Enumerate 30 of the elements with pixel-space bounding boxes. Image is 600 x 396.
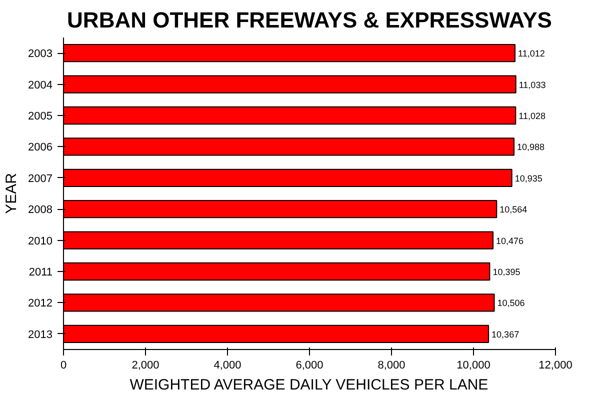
y-tick-label: 2010 — [28, 235, 53, 248]
x-axis-title: WEIGHTED AVERAGE DAILY VEHICLES PER LANE — [130, 376, 488, 394]
data-label: 10,935 — [514, 173, 542, 184]
y-tick-label: 2006 — [28, 142, 53, 154]
y-tick-label: 2007 — [28, 172, 53, 185]
y-tick-label: 2011 — [28, 266, 52, 278]
y-tick-label: 2005 — [28, 110, 53, 122]
data-label: 10,367 — [492, 329, 520, 340]
y-tick-label: 2012 — [28, 298, 53, 310]
x-tick-label: 10,000 — [456, 360, 490, 372]
x-tick-label: 8,000 — [378, 360, 406, 372]
data-label: 11,033 — [518, 80, 546, 90]
x-tick-label: 2,000 — [132, 360, 160, 372]
x-tick-label: 4,000 — [214, 360, 242, 372]
y-tick-label: 2008 — [28, 204, 53, 216]
x-tick-label: 0 — [60, 360, 67, 372]
y-tick-label: 2003 — [28, 48, 53, 60]
y-tick-label: 2013 — [28, 328, 53, 341]
data-label: 11,012 — [518, 48, 545, 59]
x-tick-label: 12,000 — [538, 360, 572, 372]
data-label: 10,395 — [492, 267, 520, 277]
x-tick-label: 6,000 — [296, 360, 324, 372]
data-label: 10,506 — [497, 298, 525, 308]
y-axis-title: YEAR — [3, 172, 20, 214]
data-label: 10,564 — [500, 204, 528, 215]
data-label: 11,028 — [518, 111, 546, 121]
data-label: 10,476 — [496, 236, 524, 246]
y-tick-label: 2004 — [28, 79, 53, 92]
data-label: 10,988 — [517, 142, 545, 152]
chart-title: URBAN OTHER FREEWAYS & EXPRESSWAYS — [67, 8, 552, 32]
